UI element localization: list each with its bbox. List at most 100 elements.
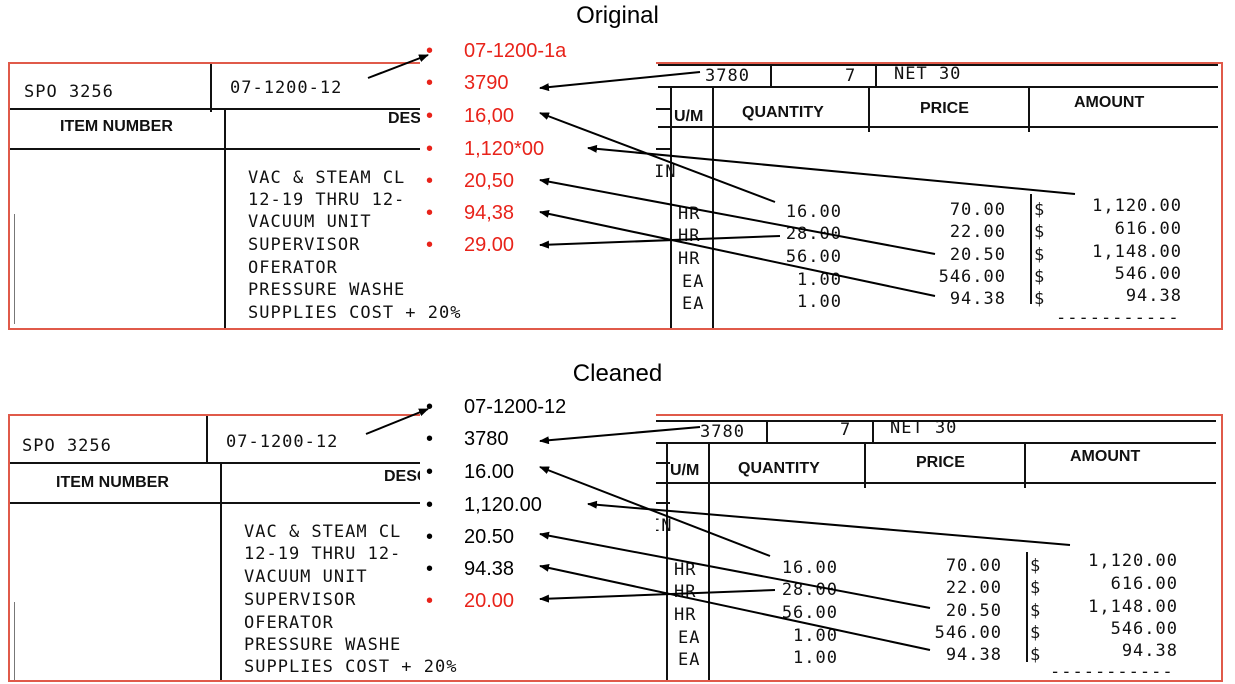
row-amount: 616.00	[1110, 574, 1178, 594]
row-qty: 56.00	[785, 247, 842, 267]
row-price: 22.00	[945, 578, 1002, 598]
row-amount: 94.38	[1121, 641, 1178, 661]
desc-line: 12-19 THRU 12-	[244, 544, 402, 564]
desc-line: SUPPLIES COST + 20%	[244, 657, 458, 677]
row-amount: 1,148.00	[1092, 242, 1182, 262]
bullet-item: • 3780	[426, 428, 509, 450]
total-dash-rule: -----------	[1050, 662, 1174, 682]
bullet-item: • 07-1200-12	[426, 396, 567, 418]
ref-number: SPO 3256	[24, 82, 114, 102]
row-qty: 1.00	[793, 626, 838, 646]
um-header: U/M	[674, 108, 704, 125]
bullet-item: • 20,50	[426, 170, 515, 192]
dollar-sign: $	[1030, 556, 1042, 576]
total-dash-rule: -----------	[1056, 308, 1180, 328]
item-number-header: ITEM NUMBER	[60, 118, 173, 135]
desc-line: SUPERVISOR	[248, 235, 361, 255]
row-qty: 16.00	[785, 202, 842, 222]
row-price: 94.38	[945, 645, 1002, 665]
dollar-sign: $	[1034, 222, 1046, 242]
bullet-item: • 16.00	[426, 461, 515, 483]
bullet-item: • 20.00	[426, 590, 515, 612]
row-qty: 16.00	[781, 558, 838, 578]
terms: NET 30	[890, 418, 958, 438]
bullet-item: • 94.38	[426, 558, 515, 580]
row-amount: 1,120.00	[1088, 551, 1178, 571]
top-number: 3780	[700, 422, 745, 442]
dollar-sign: $	[1030, 623, 1042, 643]
ref-number: SPO 3256	[22, 436, 112, 456]
row-um: HR	[678, 204, 701, 224]
dollar-sign: $	[1030, 578, 1042, 598]
quantity-header: QUANTITY	[742, 104, 824, 121]
desc-line: VAC & STEAM CL	[248, 168, 406, 188]
row-qty: 1.00	[797, 292, 842, 312]
dollar-sign: $	[1034, 289, 1046, 309]
row-um: HR	[678, 249, 701, 269]
row-amount: 1,148.00	[1088, 597, 1178, 617]
row-price: 546.00	[938, 267, 1006, 287]
panel-title-original: Original	[576, 2, 659, 29]
row-amount: 94.38	[1125, 286, 1182, 306]
bullet-item: • 3790	[426, 72, 509, 94]
bullet-item: • 29.00	[426, 234, 515, 256]
row-um: HR	[674, 560, 697, 580]
bullet-item: • 1,120*00	[426, 138, 545, 160]
top-qty: 7	[840, 420, 852, 440]
bullet-item: • 20.50	[426, 526, 515, 548]
dollar-sign: $	[1034, 245, 1046, 265]
bullet-item: • 1,120.00	[426, 494, 542, 516]
dollar-sign: $	[1030, 645, 1042, 665]
top-number: 3780	[705, 66, 750, 86]
amount-header: AMOUNT	[1074, 94, 1145, 111]
row-um: HR	[674, 605, 697, 625]
top-qty: 7	[845, 66, 857, 86]
job-number: 07-1200-12	[226, 432, 339, 452]
row-price: 546.00	[934, 623, 1002, 643]
row-um: EA	[678, 628, 701, 648]
row-qty: 28.00	[785, 224, 842, 244]
desc-line: VAC & STEAM CL	[244, 522, 402, 542]
row-amount: 546.00	[1114, 264, 1182, 284]
row-um: EA	[682, 272, 705, 292]
desc-line: PRESSURE WASHE	[244, 635, 402, 655]
price-header: PRICE	[916, 454, 965, 471]
row-qty: 28.00	[781, 580, 838, 600]
desc-line: PRESSURE WASHE	[248, 280, 406, 300]
desc-line: VACUUM UNIT	[244, 567, 368, 587]
dollar-sign: $	[1034, 200, 1046, 220]
quantity-header: QUANTITY	[738, 460, 820, 477]
row-qty: 1.00	[793, 648, 838, 668]
terms: NET 30	[894, 64, 962, 84]
desc-line: 12-19 THRU 12-	[248, 190, 406, 210]
row-price: 94.38	[949, 289, 1006, 309]
desc-line: OFERATOR	[244, 613, 334, 633]
row-amount: 546.00	[1110, 619, 1178, 639]
um-header: U/M	[670, 462, 700, 479]
row-um: EA	[682, 294, 705, 314]
bullet-item: • 94,38	[426, 202, 515, 224]
price-header: PRICE	[920, 100, 969, 117]
row-price: 70.00	[945, 556, 1002, 576]
row-um: HR	[674, 582, 697, 602]
amount-header: AMOUNT	[1070, 448, 1141, 465]
row-amount: 616.00	[1114, 219, 1182, 239]
row-price: 22.00	[949, 222, 1006, 242]
row-price: 70.00	[949, 200, 1006, 220]
desc-line: OFERATOR	[248, 258, 338, 278]
dollar-sign: $	[1030, 601, 1042, 621]
item-number-header: ITEM NUMBER	[56, 474, 169, 491]
row-amount: 1,120.00	[1092, 196, 1182, 216]
desc-line: SUPPLIES COST + 20%	[248, 303, 462, 323]
row-qty: 56.00	[781, 603, 838, 623]
row-price: 20.50	[945, 601, 1002, 621]
desc-line: SUPERVISOR	[244, 590, 357, 610]
row-um: EA	[678, 650, 701, 670]
panel-title-cleaned: Cleaned	[572, 360, 663, 387]
job-number: 07-1200-12	[230, 78, 343, 98]
desc-line: VACUUM UNIT	[248, 212, 372, 232]
row-qty: 1.00	[797, 270, 842, 290]
bullet-item: • 16,00	[426, 105, 515, 127]
dollar-sign: $	[1034, 267, 1046, 287]
row-price: 20.50	[949, 245, 1006, 265]
